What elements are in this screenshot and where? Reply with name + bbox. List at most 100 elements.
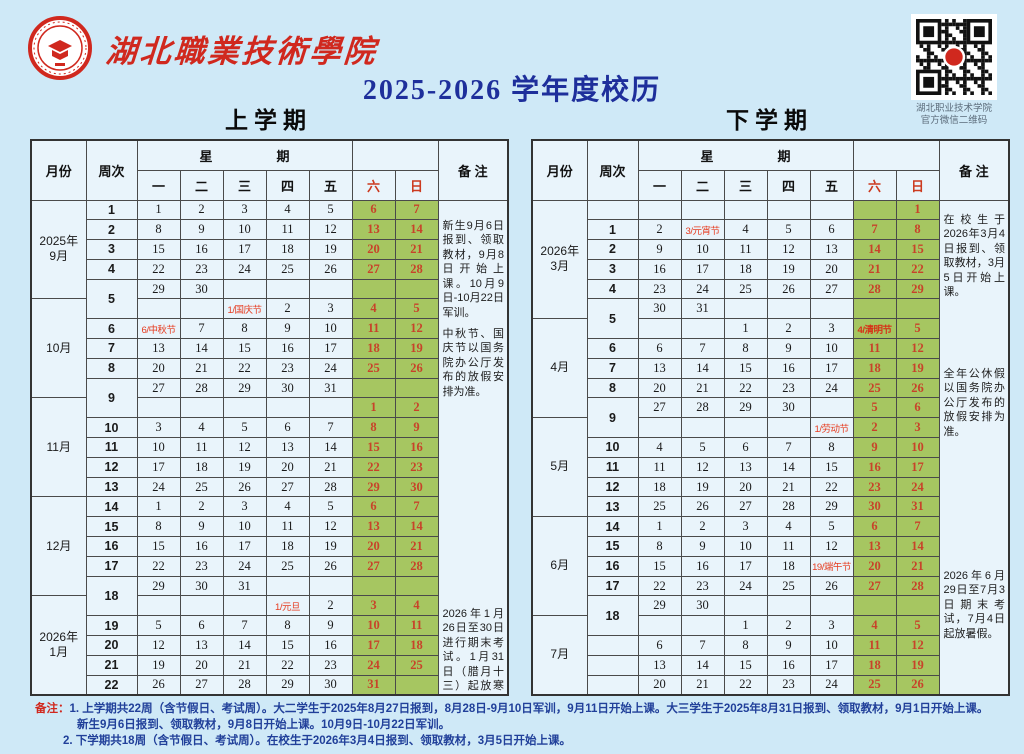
day-cell: 27: [351, 555, 396, 577]
table-row: 13 14 15 16 17 18 19: [532, 654, 1009, 676]
first-semester-table: 月份 周次星期备 注一二三四五六日 2025年 9月 1 1 2 3 4 5 6 7 新生9月6日报到…: [30, 139, 510, 696]
day-cell: 15: [265, 635, 310, 656]
day-cell: 2: [852, 417, 897, 439]
day-cell: 30: [179, 575, 224, 597]
day-cell: 11: [265, 219, 310, 241]
second-semester-table: 月份 周次星期备 注一二三四五六日 2026年 3月 1 在校生于2026年3月4日报到…: [531, 139, 1011, 696]
day-cell: 8: [136, 516, 181, 538]
day-cell: 13: [637, 654, 682, 676]
day-cell: 14: [895, 536, 940, 557]
day-cell: 5: [680, 437, 725, 458]
week-cell: 8: [586, 377, 639, 399]
day-cell: [351, 278, 396, 300]
table-row: 17 22 23 24 25 26 27 28: [31, 555, 508, 577]
day-cell: 13: [723, 456, 768, 478]
day-cell: 22: [351, 456, 396, 478]
day-cell: 11: [852, 635, 897, 656]
day-cell: 18: [852, 654, 897, 676]
week-cell: 14: [85, 496, 138, 518]
day-cell: 27: [852, 575, 897, 597]
second-semester-title: 下学期: [726, 107, 813, 133]
day-cell: 5: [136, 615, 181, 637]
weekday-group-header: 星期: [637, 139, 854, 171]
day-cell: 30: [179, 278, 224, 300]
day-cell: 3: [136, 417, 181, 439]
day-cell: 9: [766, 338, 811, 359]
day-cell: 6: [852, 516, 897, 538]
day-cell: 28: [680, 397, 725, 419]
day-cell: [637, 199, 682, 221]
day-cell: 13: [637, 357, 682, 379]
week-cell: 9: [85, 377, 138, 419]
day-cell: 23: [179, 555, 224, 577]
day-cell: 9: [179, 516, 224, 538]
week-cell: 17: [85, 555, 138, 577]
day-cell: [766, 417, 811, 439]
day-cell: 26: [809, 575, 854, 597]
day-cell: 8: [351, 417, 396, 439]
day-cell: [308, 397, 353, 419]
day-cell: 16: [308, 635, 353, 656]
day-cell: 24: [680, 278, 725, 300]
day-cell: [723, 595, 768, 617]
week-cell: 15: [85, 516, 138, 538]
day-cell: 8: [637, 536, 682, 557]
day-cell: 22: [809, 476, 854, 498]
table-row: 11 10 11 12 13 14 15 16: [31, 437, 508, 458]
day-cell: 24: [351, 654, 396, 676]
day-cell: 2: [308, 595, 353, 617]
table-header-row: 月份 周次星期备 注: [30, 139, 509, 201]
day-cell: 28: [852, 278, 897, 300]
day-cell: 28: [394, 258, 439, 280]
day-cell: 24: [809, 674, 854, 696]
day-cell: 18: [265, 239, 310, 260]
table-row: 9 27 28 29 30 5 6: [532, 397, 1009, 439]
day-cell: 28: [179, 377, 224, 399]
table-row: 5 30 31: [532, 298, 1009, 340]
day-cell: 26: [308, 555, 353, 577]
notes-label: 备注：: [35, 703, 70, 715]
day-cell: 9: [308, 615, 353, 637]
day-cell: 27: [136, 377, 181, 399]
day-cell: 23: [852, 476, 897, 498]
day-cell: 1: [136, 199, 181, 221]
week-cell: 9: [586, 397, 639, 439]
footer-notes: 备注：1. 上学期共22周（含节假日、考试周）。大二学生于2025年8月27日报…: [35, 701, 1007, 749]
day-cell: 17: [809, 357, 854, 379]
week-cell: 10: [586, 437, 639, 458]
day-cell: 26: [222, 476, 267, 498]
month-cell: 5月: [531, 417, 588, 518]
day-cell: 31: [222, 575, 267, 597]
day-cell: 24: [895, 476, 940, 498]
day-cell: 22: [136, 258, 181, 280]
day-cell: 11: [637, 456, 682, 478]
day-cell: 3: [809, 615, 854, 637]
day-cell: [637, 318, 682, 340]
day-cell: 28: [895, 575, 940, 597]
day-cell: 25: [723, 278, 768, 300]
day-cell: 11: [351, 318, 396, 340]
day-cell: 16: [766, 357, 811, 379]
day-cell: 9: [265, 318, 310, 340]
day-cell: 15: [809, 456, 854, 478]
day-cell: 21: [852, 258, 897, 280]
day-cell: 6: [895, 397, 940, 419]
note-line: 2. 下学期共18周（含节假日、考试周）。在校生于2026年3月4日报到、领取教…: [63, 735, 571, 747]
day-cell: [351, 377, 396, 399]
day-cell: [766, 298, 811, 320]
day-cell: 30: [394, 476, 439, 498]
table-row: 2025年 9月 1 1 2 3 4 5 6 7 新生9月6日报到、领取教材，9月8日开始上课。1…: [30, 199, 509, 696]
day-cell: 2: [179, 496, 224, 518]
day-cell: [852, 298, 897, 320]
table-row: 6 6 7 8 9 10 11 12: [532, 338, 1009, 359]
day-cell: 25: [394, 654, 439, 676]
day-cell: 26: [680, 496, 725, 518]
month-cell: 7月: [531, 615, 588, 696]
weekday-group-char: 星: [199, 148, 213, 164]
day-cell: 19: [766, 258, 811, 280]
week-cell: 13: [85, 476, 138, 498]
day-cell: 2: [637, 219, 682, 241]
day-cell: 21: [680, 377, 725, 399]
weekday-label: 日: [394, 169, 439, 201]
day-cell: [179, 397, 224, 419]
